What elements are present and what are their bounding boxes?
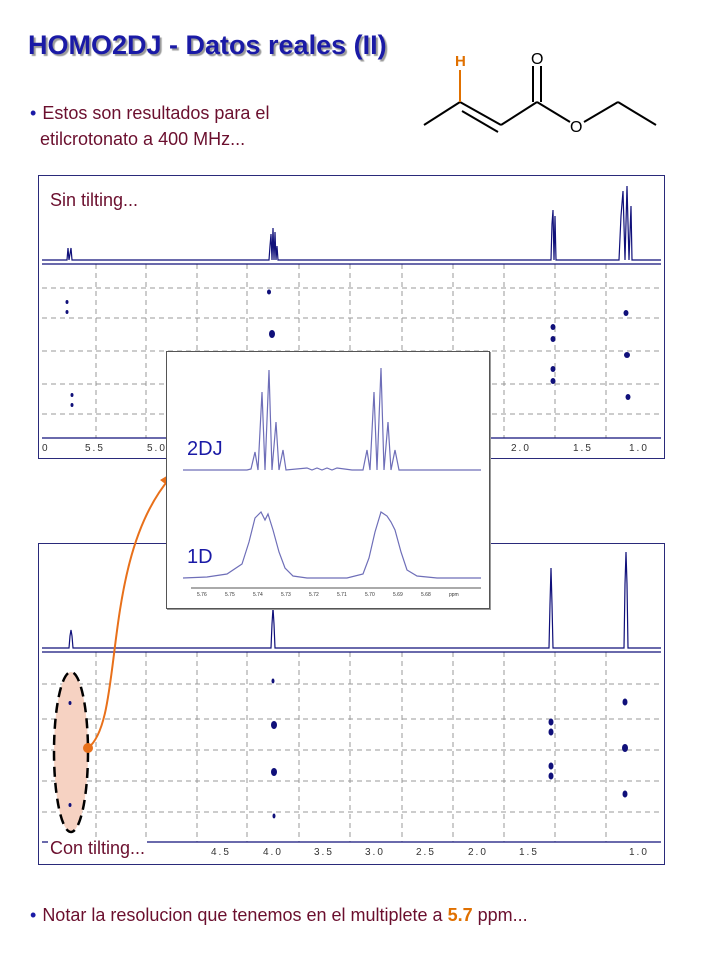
top-axis-tick: 0 xyxy=(42,443,50,454)
top-axis-tick: 1.0 xyxy=(629,443,649,454)
top-axis-tick: 1.5 xyxy=(573,443,593,454)
inset-axis-tick: 5.75 xyxy=(225,592,235,598)
inset-axis-tick: 5.76 xyxy=(197,592,207,598)
spectrum-bottom-plot: 4.5 4.0 3.5 3.0 2.5 2.0 1.5 1.0 xyxy=(42,551,661,858)
inset-plot: 5.76 5.75 5.74 5.73 5.72 5.71 5.70 5.69 … xyxy=(182,367,481,598)
top-panel-label: Sin tilting... xyxy=(48,190,141,211)
inset-axis-tick: 5.74 xyxy=(253,592,263,598)
slide-title: HOMO2DJ - Datos reales (II) xyxy=(28,30,387,60)
inset-label-1d: 1D xyxy=(187,546,213,568)
bullet-note-post: ppm... xyxy=(477,905,528,925)
bullet-dot: • xyxy=(30,905,37,925)
bottom-axis-tick: 3.0 xyxy=(365,847,385,858)
inset-axis-tick: 5.72 xyxy=(309,592,319,598)
top-axis-tick: 5.0 xyxy=(147,443,167,454)
ester-oxygen-label: O xyxy=(570,119,582,136)
bottom-axis-tick: 2.0 xyxy=(468,847,488,858)
spectrum-1d-trace-top xyxy=(42,185,661,261)
bullet-dot: • xyxy=(30,103,37,123)
bullet-note-pre: Notar la resolucion que tenemos en el mu… xyxy=(42,905,443,925)
inset-axis-tick: 5.71 xyxy=(337,592,347,598)
highlight-value: 5.7 xyxy=(447,905,473,925)
carbonyl-oxygen-label: O xyxy=(531,51,543,68)
top-axis-tick: 2.0 xyxy=(511,443,531,454)
hydrogen-label: H xyxy=(455,53,466,70)
inset-axis-tick: 5.68 xyxy=(421,592,431,598)
inset-axis-tick: 5.70 xyxy=(365,592,375,598)
bottom-axis-tick: 2.5 xyxy=(416,847,436,858)
inset-axis-tick: 5.69 xyxy=(393,592,403,598)
bullet-intro-line1: Estos son resultados para el xyxy=(42,103,270,123)
spectrum-1d-trace-bottom xyxy=(42,551,661,649)
bottom-axis-tick: 3.5 xyxy=(314,847,334,858)
inset-1d-trace xyxy=(182,510,481,579)
molecule-structure: H O O xyxy=(423,51,657,136)
bottom-axis-tick: 4.0 xyxy=(263,847,283,858)
bullet-note: • Notar la resolucion que tenemos en el m… xyxy=(30,902,528,928)
inset-label-2dj: 2DJ xyxy=(187,438,223,460)
inset-axis-tick: ppm xyxy=(449,592,459,598)
inset-2dj-trace xyxy=(183,367,481,471)
top-axis-tick: 5.5 xyxy=(85,443,105,454)
bullet-intro-line2: etilcrotonato a 400 MHz... xyxy=(40,129,246,149)
bottom-axis-tick: 1.0 xyxy=(629,847,649,858)
bottom-panel-label: Con tilting... xyxy=(48,838,148,858)
bottom-axis-tick: 1.5 xyxy=(519,847,539,858)
bottom-axis-tick: 4.5 xyxy=(211,847,231,858)
inset-axis-tick: 5.73 xyxy=(281,592,291,598)
bullet-intro: • Estos son resultados para el etilcroton… xyxy=(30,100,269,152)
zoom-inset: 5.76 5.75 5.74 5.73 5.72 5.71 5.70 5.69 … xyxy=(166,351,490,609)
